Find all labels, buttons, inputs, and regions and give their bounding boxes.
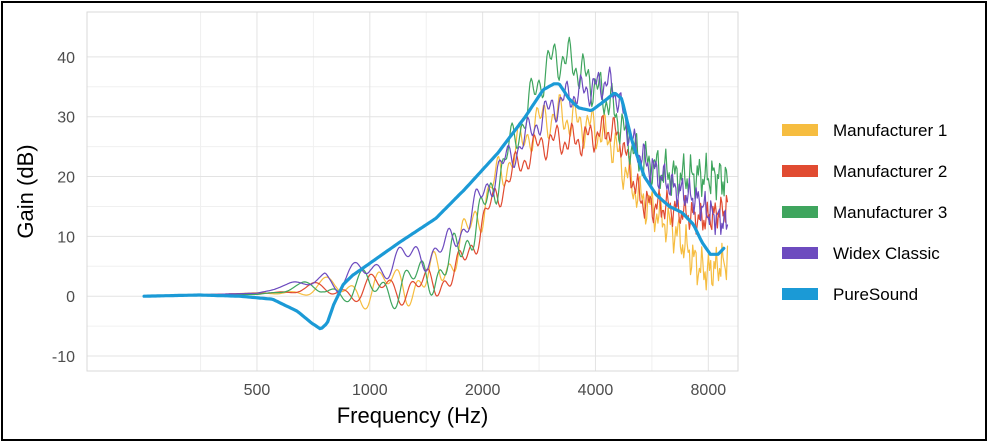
series-layer bbox=[142, 36, 729, 331]
legend-label: Widex Classic bbox=[833, 244, 940, 263]
y-axis-ticks: -10 0 10 20 30 40 bbox=[52, 50, 75, 366]
series-line-manufacturer-3 bbox=[143, 36, 729, 310]
legend-swatch bbox=[782, 206, 818, 218]
y-tick-label: -10 bbox=[52, 349, 75, 366]
series-line-puresound bbox=[142, 82, 726, 331]
y-tick-label: 40 bbox=[57, 50, 75, 67]
x-axis-ticks: 500 1000 2000 4000 8000 bbox=[244, 382, 727, 399]
legend-label: PureSound bbox=[833, 285, 918, 304]
x-tick-label: 4000 bbox=[578, 382, 614, 399]
legend-label: Manufacturer 2 bbox=[833, 162, 947, 181]
legend-label: Manufacturer 3 bbox=[833, 203, 947, 222]
y-tick-label: 0 bbox=[66, 289, 75, 306]
x-tick-label: 1000 bbox=[352, 382, 388, 399]
grid-major bbox=[87, 12, 738, 371]
legend-swatch bbox=[782, 247, 818, 259]
x-tick-label: 500 bbox=[244, 382, 271, 399]
series-line-manufacturer-2 bbox=[143, 115, 729, 306]
y-tick-label: 10 bbox=[57, 229, 75, 246]
x-axis-title: Frequency (Hz) bbox=[337, 403, 489, 428]
legend: Manufacturer 1 Manufacturer 2 Manufacturer… bbox=[782, 121, 947, 304]
legend-swatch bbox=[782, 165, 818, 177]
chart-svg: -10 0 10 20 30 40 500 1000 2000 4000 8000 Frequen… bbox=[13, 11, 947, 428]
x-tick-label: 8000 bbox=[691, 382, 727, 399]
legend-swatch bbox=[782, 124, 818, 136]
x-tick-label: 2000 bbox=[465, 382, 501, 399]
panel-border bbox=[86, 11, 739, 372]
legend-swatch bbox=[782, 288, 818, 300]
y-tick-label: 20 bbox=[57, 170, 75, 187]
grid-minor bbox=[87, 12, 738, 371]
y-tick-label: 30 bbox=[57, 110, 75, 127]
legend-label: Manufacturer 1 bbox=[833, 121, 947, 140]
y-axis-title: Gain (dB) bbox=[13, 144, 38, 238]
